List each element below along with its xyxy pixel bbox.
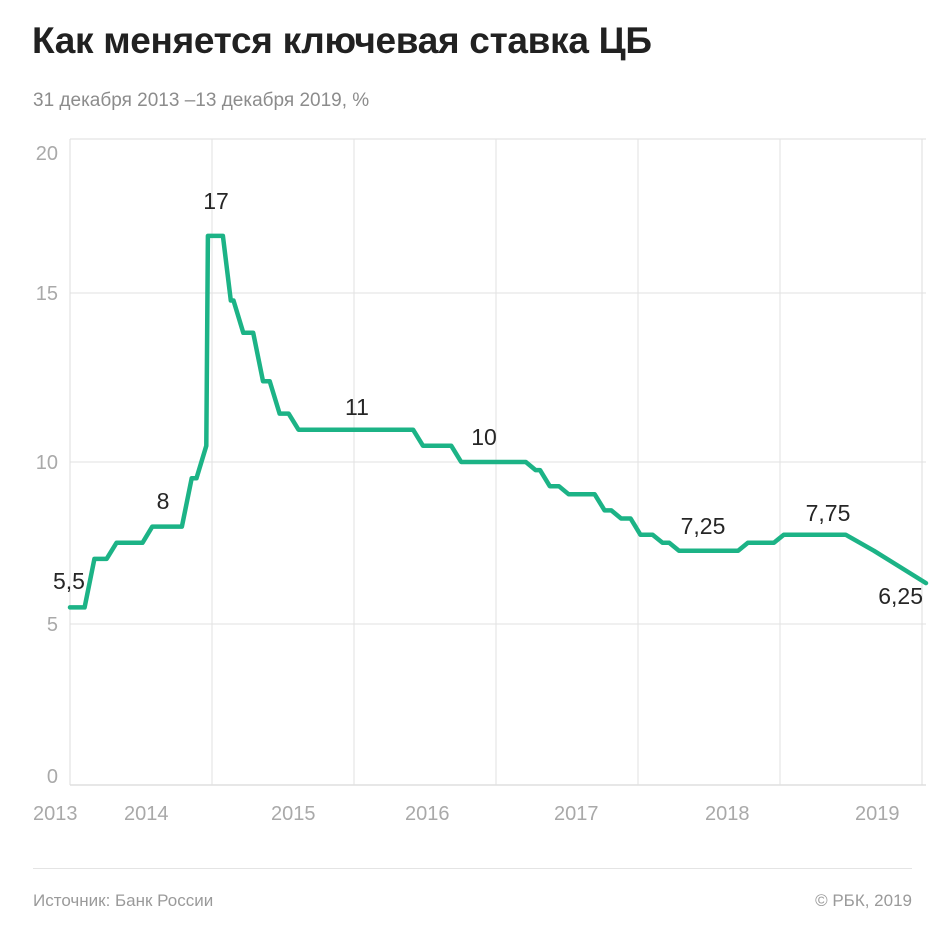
svg-text:2013: 2013: [33, 803, 78, 825]
svg-text:2014: 2014: [124, 803, 169, 825]
svg-text:11: 11: [345, 394, 369, 420]
svg-text:7,25: 7,25: [681, 513, 726, 539]
svg-text:2016: 2016: [405, 803, 450, 825]
svg-text:8: 8: [157, 488, 170, 514]
svg-text:2017: 2017: [554, 803, 599, 825]
svg-text:0: 0: [47, 766, 58, 788]
svg-text:15: 15: [36, 283, 58, 305]
svg-text:10: 10: [36, 452, 58, 474]
svg-text:2019: 2019: [855, 803, 900, 825]
svg-text:5,5: 5,5: [53, 568, 85, 594]
svg-text:6,25: 6,25: [878, 583, 923, 609]
svg-text:2015: 2015: [271, 803, 316, 825]
svg-text:17: 17: [203, 188, 229, 214]
svg-text:7,75: 7,75: [806, 500, 851, 526]
svg-text:10: 10: [471, 424, 497, 450]
svg-text:20: 20: [36, 143, 58, 165]
svg-text:5: 5: [47, 614, 58, 636]
svg-text:2018: 2018: [705, 803, 750, 825]
